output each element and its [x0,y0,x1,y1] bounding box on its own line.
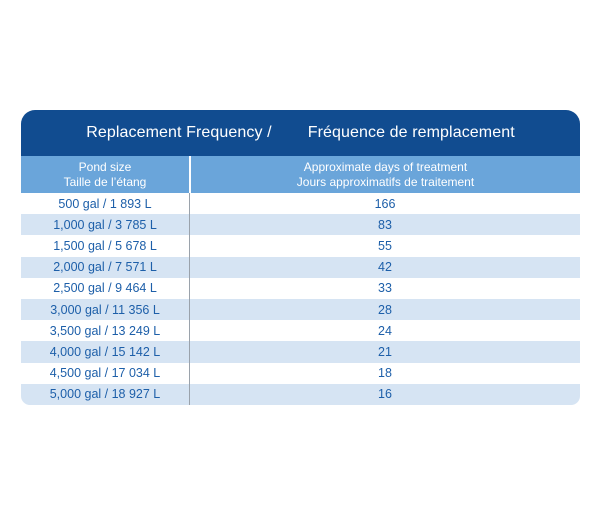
pond-size-header-french: Taille de l’étang [63,174,147,189]
pond-size-header-english: Pond size [78,159,132,174]
days-cell: 33 [378,281,392,296]
pond-size-cell: 5,000 gal / 18 927 L [21,383,190,405]
days-cell: 24 [378,323,392,338]
table-row: 5,000 gal / 18 927 L 16 [21,383,580,405]
table-row: 1,500 gal / 5 678 L 55 [21,235,580,257]
pond-size-cell: 3,000 gal / 11 356 L [21,298,190,321]
days-cell: 166 [374,196,396,211]
pond-size-cell: 500 gal / 1 893 L [21,193,190,215]
replacement-frequency-table: Replacement Frequency / Fréquence de rem… [21,110,580,405]
table-row: 1,000 gal / 3 785 L 83 [21,214,580,236]
pond-size-cell: 2,000 gal / 7 571 L [21,256,190,278]
pond-size-cell: 3,500 gal / 13 249 L [21,320,190,342]
table-row: 4,500 gal / 17 034 L 18 [21,362,580,384]
table-row: 2,500 gal / 9 464 L 33 [21,277,580,299]
table-row: 3,000 gal / 11 356 L 28 [21,298,580,321]
table-row: 3,500 gal / 13 249 L 24 [21,320,580,342]
days-cell: 55 [378,238,392,253]
days-cell: 83 [378,217,392,232]
pond-size-cell: 2,500 gal / 9 464 L [21,277,190,299]
days-header-english: Approximate days of treatment [303,159,468,174]
pond-size-cell: 4,500 gal / 17 034 L [21,362,190,384]
days-cell: 28 [378,302,392,317]
pond-size-cell: 1,000 gal / 3 785 L [21,214,190,236]
pond-size-cell: 4,000 gal / 15 142 L [21,341,190,363]
table-row: 2,000 gal / 7 571 L 42 [21,256,580,278]
column-header-pond-size: Pond size Taille de l’étang [21,156,191,193]
days-cell: 18 [378,366,392,381]
table-title-english: Replacement Frequency / [86,124,272,141]
column-header-days: Approximate days of treatment Jours appr… [191,156,580,193]
table-row: 500 gal / 1 893 L 166 [21,193,580,215]
table-body: 500 gal / 1 893 L 166 1,000 gal / 3 785 … [21,193,580,405]
table-title-french: Fréquence de remplacement [307,124,515,141]
days-cell: 21 [378,344,392,359]
days-header-french: Jours approximatifs de traitement [296,174,475,189]
pond-size-cell: 1,500 gal / 5 678 L [21,235,190,257]
table-row: 4,000 gal / 15 142 L 21 [21,341,580,363]
days-cell: 42 [378,260,392,275]
days-cell: 16 [378,387,392,402]
table-title-bar: Replacement Frequency / Fréquence de rem… [21,110,580,156]
column-header-row: Pond size Taille de l’étang Approximate … [21,156,580,193]
